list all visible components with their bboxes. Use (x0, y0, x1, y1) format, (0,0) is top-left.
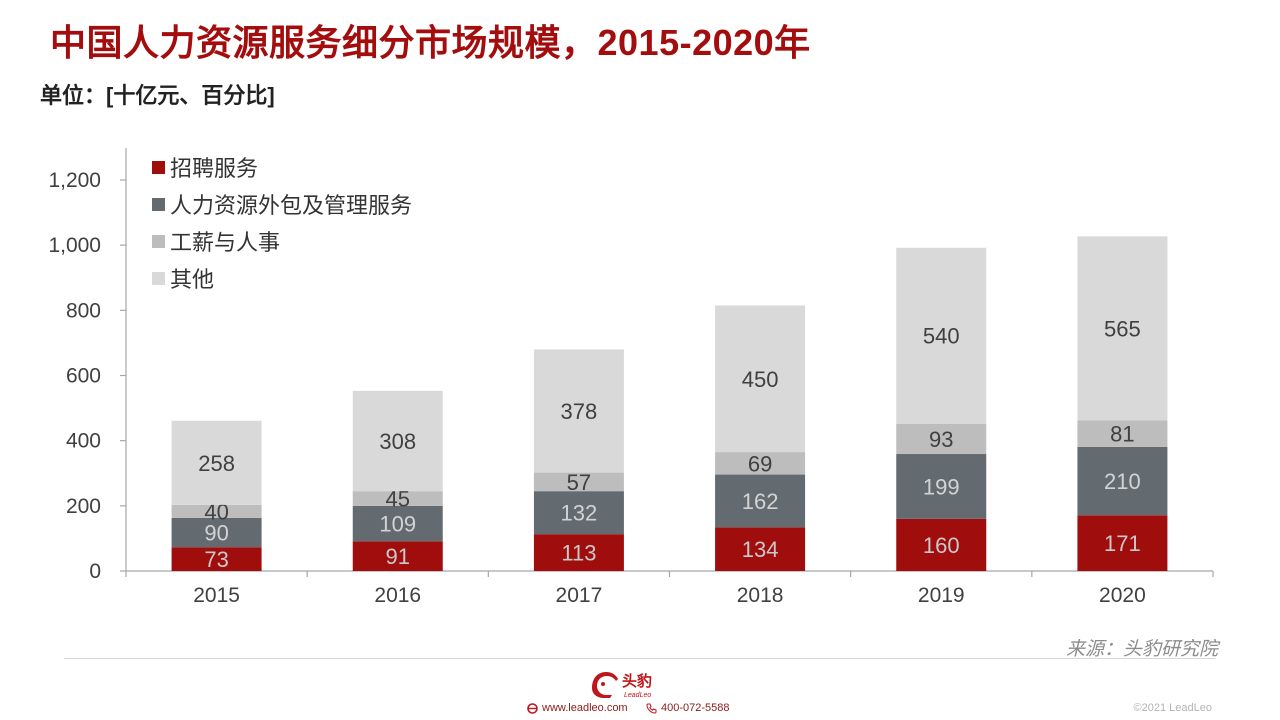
y-tick-label: 1,000 (48, 234, 101, 257)
data-label: 308 (379, 429, 416, 454)
page-title: 中国人力资源服务细分市场规模，2015-2020年 (50, 22, 811, 63)
bar-segment (896, 423, 987, 455)
data-label: 93 (929, 427, 953, 452)
legend-swatch (152, 235, 165, 248)
data-label: 132 (561, 501, 598, 526)
y-tick-label: 400 (66, 430, 101, 453)
footer-divider (64, 658, 1216, 659)
x-axis: 2015 2016 2017 2018 2019 2020 (125, 570, 1214, 607)
x-tick-label: 2017 (556, 584, 603, 607)
legend-label: 工薪与人事 (170, 230, 280, 255)
bar-segment (352, 390, 443, 492)
leadleo-logo: 头豹 LeadLeo (592, 672, 652, 699)
x-tick-label: 2015 (193, 584, 240, 607)
data-label: 450 (742, 367, 779, 392)
data-label: 540 (923, 324, 960, 349)
phone-icon (646, 703, 657, 714)
bar-segment (352, 491, 443, 506)
legend-label: 招聘服务 (170, 156, 258, 181)
legend-label: 其他 (170, 267, 214, 292)
footer-website[interactable]: www.leadleo.com (527, 702, 628, 714)
data-label: 160 (923, 533, 960, 558)
legend-swatch (152, 272, 165, 285)
bar-segment (352, 505, 443, 542)
copyright: ©2021 LeadLeo (1133, 702, 1212, 714)
leopard-head-icon (592, 672, 618, 698)
x-tick-label: 2018 (737, 584, 784, 607)
source-note: 来源：头豹研究院 (1065, 639, 1218, 660)
bar-segment (1077, 515, 1168, 571)
data-label: 57 (567, 470, 591, 495)
bar-segment (533, 534, 624, 571)
bar-group: 7390402589110945308113132573781341626945… (171, 236, 1168, 572)
data-label: 73 (204, 547, 228, 572)
logo-subtext: LeadLeo (624, 692, 651, 699)
legend-label: 人力资源外包及管理服务 (170, 193, 412, 218)
unit-label: 单位：[十亿元、百分比] (40, 83, 275, 108)
stacked-bar-chart: 0 200 400 600 800 1,000 1,200 2015 2016 2017 2018… (48, 148, 1214, 607)
browser-icon (527, 702, 538, 714)
data-label: 210 (1104, 469, 1141, 494)
x-tick-label: 2016 (374, 584, 421, 607)
bar-segment (896, 247, 987, 424)
data-label: 109 (379, 512, 416, 537)
data-label: 134 (742, 537, 779, 562)
y-axis: 0 200 400 600 800 1,000 1,200 (48, 148, 127, 583)
bar-segment (715, 452, 806, 475)
x-tick-label: 2019 (918, 584, 965, 607)
data-label: 199 (923, 474, 960, 499)
data-label: 378 (561, 399, 598, 424)
bar-segment (533, 491, 624, 535)
y-tick-label: 600 (66, 365, 101, 388)
legend-swatch (152, 161, 165, 174)
logo-text: 头豹 (622, 672, 652, 690)
bar-segment (171, 547, 262, 571)
bar-segment (171, 517, 262, 548)
footer-phone: 400-072-5588 (646, 702, 730, 714)
website-text: www.leadleo.com (542, 702, 628, 714)
bar-segment (352, 541, 443, 571)
data-label: 162 (742, 489, 779, 514)
bar-segment (533, 472, 624, 492)
y-tick-label: 200 (66, 495, 101, 518)
bar-segment (1077, 236, 1168, 421)
bar-segment (715, 305, 806, 453)
y-tick-label: 1,200 (48, 169, 101, 192)
bar-segment (715, 527, 806, 571)
phone-text: 400-072-5588 (661, 702, 730, 714)
data-label: 90 (204, 521, 228, 546)
y-tick-label: 0 (89, 560, 101, 583)
data-label: 258 (198, 451, 235, 476)
x-tick-label: 2020 (1099, 584, 1146, 607)
legend-swatch (152, 198, 165, 211)
data-label: 91 (386, 544, 410, 569)
data-label: 81 (1110, 422, 1134, 447)
bar-segment (533, 349, 624, 473)
bar-segment (171, 420, 262, 505)
bar-segment (1077, 446, 1168, 516)
bar-segment (1077, 420, 1168, 447)
data-label: 69 (748, 451, 772, 476)
bar-segment (896, 454, 987, 519)
bar-segment (896, 518, 987, 571)
data-label: 565 (1104, 316, 1141, 341)
y-tick-label: 800 (66, 299, 101, 322)
data-label: 113 (561, 541, 596, 566)
bar-segment (715, 474, 806, 528)
bar-segment (171, 504, 262, 518)
data-label: 171 (1104, 531, 1141, 556)
